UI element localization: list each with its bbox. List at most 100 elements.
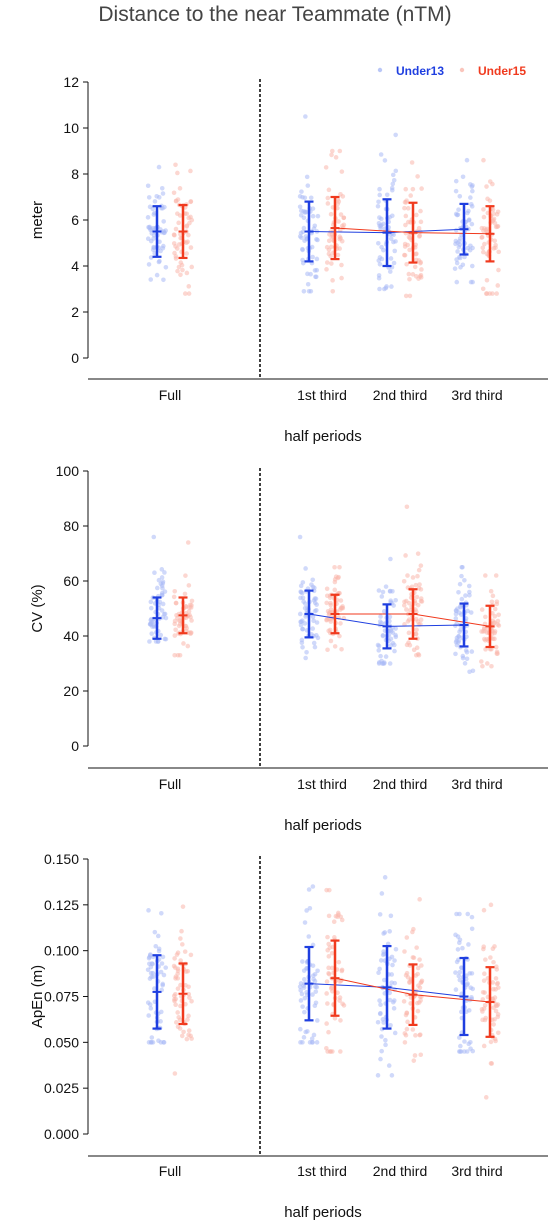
data-point [181, 641, 186, 646]
data-point [381, 609, 387, 614]
data-point [403, 222, 408, 228]
x-tick-label: 3rd third [451, 1163, 502, 1179]
data-point [183, 615, 189, 621]
data-point [480, 245, 486, 251]
data-point [328, 253, 333, 259]
data-point [462, 254, 467, 260]
data-point [391, 260, 397, 266]
data-point [180, 904, 186, 909]
data-point [326, 971, 332, 977]
data-point [460, 174, 466, 180]
data-point [189, 618, 194, 623]
data-point [379, 256, 385, 262]
data-point [452, 623, 458, 628]
data-point [324, 600, 329, 606]
data-point [155, 639, 161, 644]
data-point [480, 1017, 485, 1023]
data-point [376, 643, 382, 649]
data-point [312, 596, 318, 601]
data-point [454, 279, 460, 285]
data-point [159, 575, 165, 580]
data-point [310, 614, 316, 620]
data-point [339, 238, 345, 244]
data-point [160, 581, 166, 586]
data-point [147, 961, 152, 967]
data-point [305, 281, 311, 287]
data-point [332, 564, 337, 570]
data-point [415, 1008, 421, 1014]
data-point [146, 1040, 152, 1045]
data-point [416, 586, 422, 591]
data-point [455, 212, 461, 218]
data-point [379, 594, 385, 599]
data-point [405, 1019, 410, 1025]
data-point [325, 1001, 330, 1006]
data-point [159, 567, 165, 572]
data-point [419, 979, 424, 985]
data-point [388, 1023, 393, 1028]
data-point [377, 286, 382, 292]
data-point [339, 646, 344, 652]
data-point [457, 629, 462, 635]
data-point [156, 164, 162, 170]
data-point [414, 251, 419, 257]
data-point [493, 224, 499, 230]
x-axis-label: half periods [284, 1204, 362, 1221]
data-point [186, 291, 192, 296]
data-point [495, 283, 501, 288]
data-point [483, 647, 488, 652]
data-point [148, 621, 154, 626]
data-point [312, 1003, 318, 1009]
data-point [328, 244, 334, 250]
data-point [148, 616, 154, 622]
y-tick-label: 20 [63, 683, 79, 699]
data-point [416, 225, 422, 231]
data-point [338, 621, 343, 626]
data-point [379, 1034, 384, 1039]
data-point [340, 1001, 345, 1007]
data-point [340, 604, 345, 609]
data-point [173, 1002, 178, 1008]
data-point [383, 654, 389, 659]
data-point [404, 504, 410, 510]
data-point [418, 219, 424, 225]
data-point [411, 647, 417, 653]
data-point [418, 563, 424, 568]
data-point [495, 622, 501, 627]
data-point [327, 610, 332, 616]
data-point [411, 955, 417, 961]
data-point [186, 609, 192, 614]
data-point [481, 157, 486, 163]
data-point [387, 269, 393, 274]
data-point [456, 207, 461, 212]
data-point [310, 206, 316, 211]
data-point [483, 573, 488, 578]
data-point [381, 949, 386, 954]
y-axis-label: CV (%) [29, 584, 46, 632]
x-tick-label: Full [159, 1163, 182, 1179]
data-point [387, 929, 392, 934]
data-point [188, 199, 193, 205]
data-point [302, 977, 307, 982]
data-point [388, 636, 394, 642]
data-point [324, 593, 330, 599]
y-tick-label: 0.100 [44, 943, 79, 959]
x-tick-label: 3rd third [451, 776, 502, 792]
data-point [381, 977, 387, 983]
data-point [407, 247, 412, 253]
data-point [386, 1063, 392, 1068]
data-point [180, 267, 185, 273]
data-point [302, 605, 308, 611]
data-point [495, 651, 500, 656]
data-point [392, 958, 397, 963]
data-point [490, 636, 496, 642]
data-point [338, 1018, 343, 1023]
data-point [493, 242, 498, 248]
data-point [152, 986, 157, 991]
data-point [298, 988, 303, 993]
data-point [459, 596, 465, 602]
data-point [469, 263, 475, 269]
data-point [178, 1003, 183, 1009]
data-point [378, 653, 383, 659]
data-point [182, 949, 188, 954]
